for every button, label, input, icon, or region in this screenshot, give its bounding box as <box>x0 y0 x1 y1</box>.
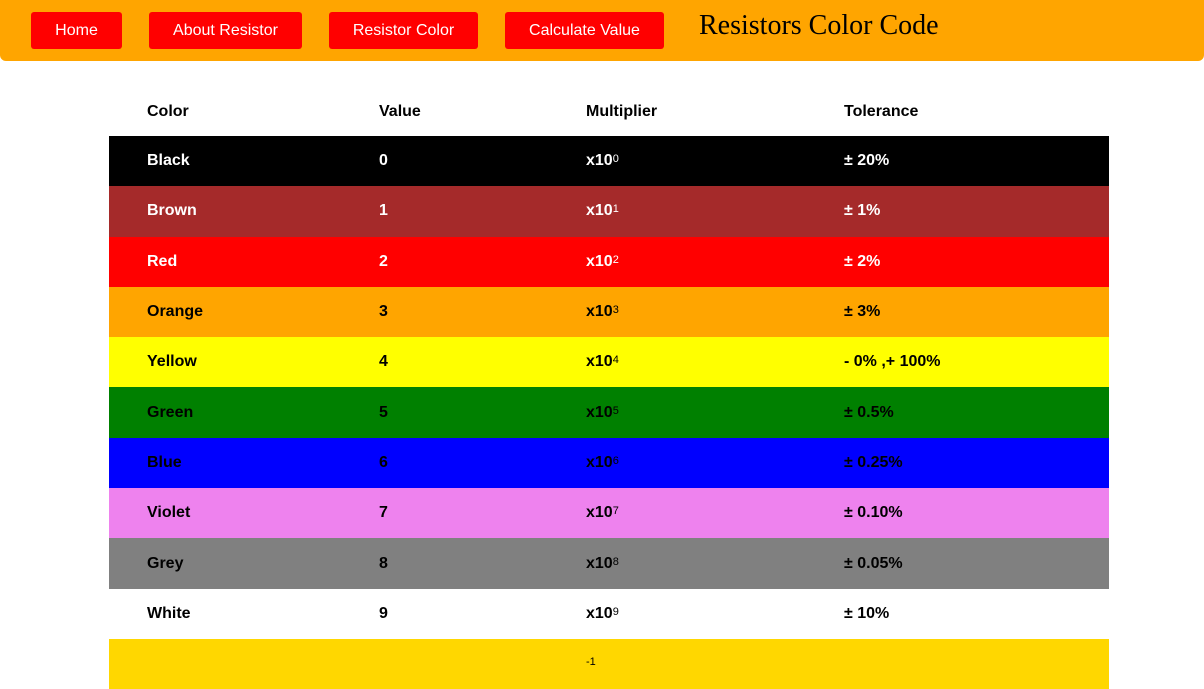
table-row: Red 2 x10 2 ± 2% <box>109 236 1109 287</box>
multiplier-cell: x10 5 <box>586 387 619 437</box>
multiplier-cell: x10 1 <box>586 186 619 236</box>
multiplier-cell: x10 9 <box>586 589 619 639</box>
digit-value: 7 <box>379 504 388 522</box>
digit-value: 9 <box>379 604 388 622</box>
multiplier-base: x10 <box>586 453 613 471</box>
multiplier-cell: -1 <box>586 639 596 689</box>
home-button[interactable]: Home <box>31 12 122 49</box>
multiplier-cell: x10 2 <box>586 237 619 287</box>
multiplier-exponent: 4 <box>612 354 619 367</box>
tolerance-value: ± 2% <box>844 252 881 270</box>
multiplier-cell: x10 3 <box>586 287 619 337</box>
digit-value: 1 <box>379 202 388 220</box>
digit-value: 2 <box>379 252 388 270</box>
table-row: Grey 8 x10 8 ± 0.05% <box>109 538 1109 589</box>
color-name: Brown <box>147 202 197 220</box>
table-row: Black 0 x10 0 ± 20% <box>109 136 1109 187</box>
table-row: Orange 3 x10 3 ± 3% <box>109 286 1109 338</box>
digit-value: 0 <box>379 152 388 170</box>
color-name: White <box>147 604 191 622</box>
multiplier-exponent: 1 <box>612 203 619 216</box>
color-name: Blue <box>147 453 182 471</box>
page-title: Resistors Color Code <box>699 10 939 41</box>
digit-value: 5 <box>379 403 388 421</box>
digit-value: 4 <box>379 353 388 371</box>
multiplier-exponent: 5 <box>612 404 619 417</box>
about-resistor-button[interactable]: About Resistor <box>149 12 302 49</box>
table-row: Blue 6 x10 6 ± 0.25% <box>109 437 1109 489</box>
tolerance-value: ± 3% <box>844 303 881 321</box>
multiplier-exponent: 7 <box>612 505 619 518</box>
tolerance-value: ± 0.05% <box>844 554 903 572</box>
tolerance-value: ± 0.25% <box>844 453 903 471</box>
header-value: Value <box>379 102 421 120</box>
table-row: White 9 x10 9 ± 10% <box>109 588 1109 639</box>
calculate-value-button[interactable]: Calculate Value <box>505 12 664 49</box>
color-name: Orange <box>147 303 204 321</box>
header-tolerance: Tolerance <box>844 102 919 120</box>
multiplier-base: x10 <box>586 353 613 371</box>
color-code-table: Color Value Multiplier Tolerance Black 0 x… <box>109 87 1109 689</box>
table-row: Yellow 4 x10 4- 0% ,+ 100% <box>109 337 1109 388</box>
multiplier-base: x10 <box>586 554 613 572</box>
digit-value: 3 <box>379 303 388 321</box>
header-color: Color <box>147 102 189 120</box>
color-name: Violet <box>147 504 191 522</box>
table-row: -1 <box>109 638 1109 689</box>
multiplier-base: x10 <box>586 152 613 170</box>
multiplier-exponent: 3 <box>612 304 619 317</box>
tolerance-value: - 0% ,+ 100% <box>844 353 941 371</box>
multiplier-exponent: -1 <box>586 656 596 669</box>
color-name: Red <box>147 252 178 270</box>
table-row: Violet 7 x10 7 ± 0.10% <box>109 488 1109 539</box>
multiplier-exponent: 0 <box>612 153 619 166</box>
digit-value: 8 <box>379 554 388 572</box>
multiplier-cell: x10 0 <box>586 136 619 186</box>
multiplier-cell: x10 4 <box>586 337 619 387</box>
multiplier-exponent: 8 <box>612 555 619 568</box>
multiplier-cell: x10 6 <box>586 438 619 488</box>
tolerance-value: ± 1% <box>844 202 881 220</box>
multiplier-base: x10 <box>586 504 613 522</box>
color-name: Black <box>147 152 190 170</box>
tolerance-value: ± 20% <box>844 152 890 170</box>
multiplier-exponent: 9 <box>612 605 619 618</box>
table-row: Green 5 x10 5 ± 0.5% <box>109 387 1109 438</box>
color-name: Grey <box>147 554 184 572</box>
tolerance-value: ± 0.10% <box>844 504 903 522</box>
color-name: Yellow <box>147 353 197 371</box>
multiplier-cell: x10 8 <box>586 538 619 588</box>
multiplier-base: x10 <box>586 202 613 220</box>
multiplier-cell: x10 7 <box>586 488 619 538</box>
color-name: Green <box>147 403 194 421</box>
top-navbar: Home About Resistor Resistor Color Calcu… <box>0 0 1204 61</box>
multiplier-exponent: 2 <box>612 253 619 266</box>
table-row: Brown 1 x10 1 ± 1% <box>109 186 1109 237</box>
tolerance-value: ± 10% <box>844 604 890 622</box>
multiplier-base: x10 <box>586 252 613 270</box>
resistor-color-button[interactable]: Resistor Color <box>329 12 478 49</box>
multiplier-exponent: 6 <box>612 454 619 467</box>
header-multiplier: Multiplier <box>586 102 658 120</box>
multiplier-base: x10 <box>586 403 613 421</box>
multiplier-base: x10 <box>586 604 613 622</box>
tolerance-value: ± 0.5% <box>844 403 894 421</box>
digit-value: 6 <box>379 453 388 471</box>
table-header-row: Color Value Multiplier Tolerance <box>109 87 1109 136</box>
multiplier-base: x10 <box>586 303 613 321</box>
